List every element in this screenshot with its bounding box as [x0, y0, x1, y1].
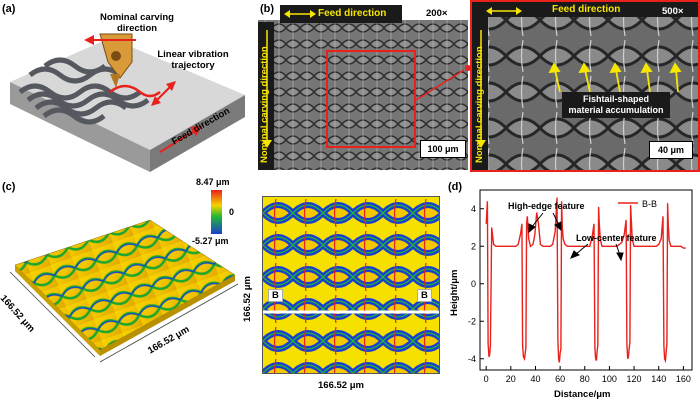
- accumulation-arrows: [548, 62, 682, 93]
- surface-axes: [9, 271, 239, 363]
- x-tick-label: 80: [580, 374, 590, 384]
- zoom-region-box: [326, 50, 416, 148]
- annotation-arrows: [528, 212, 624, 262]
- panel-b-label: (b): [260, 3, 275, 15]
- x-tick-label: 100: [602, 374, 617, 384]
- block-top: [10, 38, 245, 150]
- colorbar-max: 8.47 μm: [196, 177, 230, 187]
- tool-hole: [111, 51, 121, 61]
- colorbar-mid: 0: [229, 207, 235, 217]
- x-tick-label: 60: [555, 374, 565, 384]
- y-tick-label: 4: [471, 204, 476, 214]
- series-line-b-b: [485, 197, 686, 364]
- surface-3d-plot: [9, 219, 239, 363]
- carved-lattice: [18, 57, 150, 125]
- carving-label-200x: Nominal carving direction: [259, 46, 270, 163]
- feed-arrow-200x: [284, 10, 316, 18]
- panel-a-label: (a): [2, 3, 16, 15]
- y-tick-label: 2: [471, 241, 476, 251]
- height-map-xlabel: 166.52 μm: [318, 380, 364, 391]
- vibration-trajectory: [109, 84, 161, 98]
- panel-c-label: (c): [2, 181, 16, 193]
- x-tick-label: 140: [651, 374, 666, 384]
- vibration-arrow: [154, 84, 173, 103]
- surface-front: [15, 265, 100, 356]
- nominal-carving-label: Nominal carving direction: [100, 12, 174, 34]
- carving-arrow-200x: [262, 30, 272, 148]
- carving-arrow-500x: [476, 30, 486, 148]
- x-tick-label: 160: [676, 374, 691, 384]
- x-tick-label: 120: [627, 374, 642, 384]
- x-axis-ticks: 0 20 40 60 80 100 120 140 160: [484, 366, 691, 384]
- y-tick-label: -4: [468, 354, 476, 364]
- colorbar-min: -5.27 μm: [192, 236, 229, 246]
- carving-arrow-head: [84, 35, 94, 45]
- feed-direction-label-500x: Feed direction: [552, 4, 621, 15]
- magnification-500x: 500×: [662, 6, 684, 17]
- carving-band-500x: [472, 16, 488, 170]
- carving-band-200x: [258, 22, 274, 170]
- height-map: [262, 196, 440, 374]
- scale-bar-500x: 40 μm: [649, 141, 693, 159]
- x-tick-label: 40: [530, 374, 540, 384]
- x-tick-label: 20: [506, 374, 516, 384]
- linear-vibration-label: Linear vibration trajectory: [157, 49, 229, 71]
- fishtail-annotation: Fishtail-shaped material accumulation: [562, 92, 670, 118]
- feed-direction-label-200x: Feed direction: [318, 8, 387, 19]
- y-axis-label: Height/μm: [449, 270, 460, 316]
- y-tick-label: -2: [468, 316, 476, 326]
- height-profile-chart: 420-2-4 0 20 40 60 80 100 120 140 160 B-B High-e…: [449, 189, 693, 400]
- panel-a-schematic: [10, 33, 245, 172]
- section-label-right: B: [417, 289, 432, 302]
- annotation-high-edge: High-edge feature: [508, 201, 585, 211]
- x-tick-label: 0: [484, 374, 489, 384]
- legend-label: B-B: [642, 199, 657, 209]
- plot-frame: [479, 189, 693, 371]
- annotation-low-center: Low-center feature: [576, 233, 657, 243]
- feed-arrow-line: [159, 129, 197, 153]
- height-map-ylabel: 166.52 μm: [242, 276, 253, 322]
- tool-tip: [110, 74, 120, 88]
- y-tick-label: 0: [471, 279, 476, 289]
- y-axis-ticks: 4 2 0 -2 -4: [468, 204, 484, 364]
- height-map-texture: [263, 197, 439, 373]
- carving-label-500x: Nominal carving direction: [474, 46, 485, 163]
- feed-arrow-head: [190, 126, 202, 136]
- magnification-200x: 200×: [426, 8, 448, 19]
- section-label-left: B: [268, 289, 283, 302]
- panel-d-label: (d): [448, 181, 463, 193]
- feed-arrow-500x: [486, 7, 522, 15]
- surface-side: [100, 275, 235, 356]
- feed-band-500x: [472, 2, 698, 17]
- scale-bar-200x: 100 μm: [420, 140, 466, 158]
- colorbar: [211, 190, 222, 234]
- x-axis-label: Distance/μm: [554, 389, 611, 400]
- zoom-connector: [415, 65, 471, 101]
- feed-band-200x: [280, 5, 402, 23]
